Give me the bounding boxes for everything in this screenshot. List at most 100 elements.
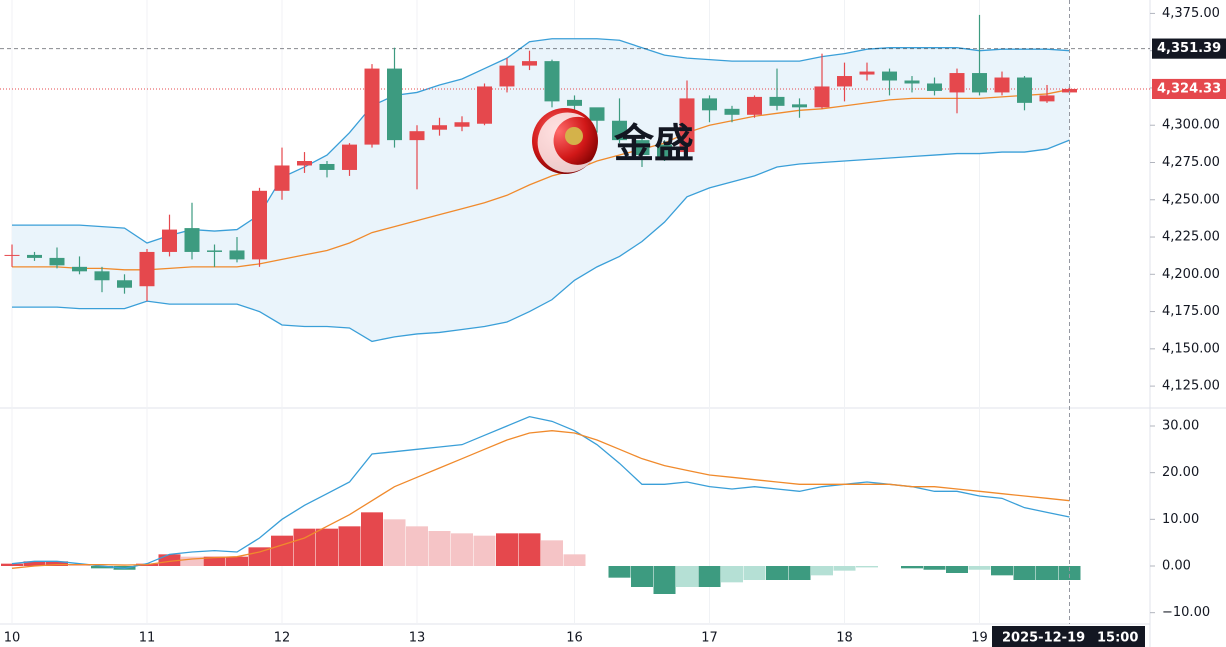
band-fill [12,38,1070,342]
candle-body [319,163,335,170]
candle-body [27,254,42,258]
macd-bar [811,566,833,576]
macd-dea [11,430,1070,569]
x-tick-label: 19 [971,631,988,646]
macd-bar [698,566,721,587]
candle-body [49,257,65,266]
x-tick-label: 11 [139,631,156,646]
logo-dot [565,127,583,145]
macd-bar [563,554,586,566]
candle-body [859,71,875,75]
crosshair-label-bg [992,626,1145,647]
price-label: 4,351.39 [1157,41,1221,56]
y-tick-label: 4,250.00 [1162,192,1220,207]
crosshair-date: 2025-12-19 [1002,631,1085,646]
candle-body [544,61,560,102]
macd-bar [833,566,856,571]
macd-bar [991,566,1013,576]
candle-body [94,271,110,281]
candle-body [432,125,447,130]
candle-body [477,86,492,124]
macd-bar [181,556,203,566]
macd-bar [653,566,676,594]
y-tick-label: 4,125.00 [1162,379,1220,394]
y-tick-label: 4,300.00 [1162,118,1220,133]
x-tick-label: 18 [836,631,853,646]
macd-bar [1058,566,1081,580]
candle-body [297,161,312,166]
macd-bar [946,566,968,573]
y-tick-label: 4,375.00 [1162,6,1220,21]
macd-bar [1036,566,1058,580]
lower-band [12,139,1070,343]
candle-body [274,165,290,191]
macd-bar [743,566,766,580]
macd-bar [923,566,946,570]
candle-body [747,96,762,115]
candle-body [904,80,920,84]
macd-bar [428,531,451,566]
candle-body [814,86,830,108]
candle-body [972,73,987,93]
candle-body [949,73,965,93]
macd-y-tick-label: 30.00 [1162,419,1199,434]
macd-bar [68,564,91,566]
candle-body [162,229,177,252]
price-label: 4,324.33 [1157,81,1221,96]
candle-body [522,61,537,66]
y-tick-label: 4,275.00 [1162,155,1220,170]
candle-body [4,254,20,256]
macd-bar [451,533,473,566]
macd-bar [608,566,631,578]
macd-bar [316,528,338,566]
y-tick-label: 4,150.00 [1162,341,1220,356]
macd-bar [518,533,541,566]
candle-body [994,77,1010,93]
macd-bar [406,526,428,566]
candle-body [792,104,807,108]
watermark-text: 金盛 [613,121,694,167]
candle-body [387,68,402,141]
candle-body [499,65,515,87]
plot [0,0,1150,624]
candle-body [184,228,200,252]
candle-body [882,71,897,81]
candle-body [139,251,155,287]
y-tick-label: 4,200.00 [1162,267,1220,282]
x-tick-label: 13 [409,631,426,646]
candle-body [1062,88,1077,93]
candle-body [229,250,245,260]
macd-bar [968,566,991,570]
macd-bar [226,556,248,566]
macd-bar [721,566,743,583]
candle-body [702,98,717,111]
macd-bar [856,566,878,568]
macd-bar [766,566,788,580]
macd-bar [901,566,923,569]
price-label-bg [1152,78,1226,99]
watermark: 金盛 [532,108,694,174]
macd-bar [361,512,383,566]
x-tick-label: 12 [274,631,291,646]
macd-bar [1013,566,1036,580]
crosshair-time: 15:00 [1097,631,1138,646]
macd-bar [91,566,113,569]
logo-swoosh [537,112,592,173]
macd-y-tick-label: −10.00 [1162,605,1210,620]
macd-bar [23,561,46,566]
macd-bar [541,540,563,566]
macd-bar [338,526,361,566]
macd-bar [631,566,653,587]
candle-body [252,190,267,260]
macd-y-tick-label: 20.00 [1162,465,1199,480]
price-label-bg [1152,38,1226,59]
candle-body [409,131,425,141]
x-tick-label: 10 [4,631,21,646]
candle-body [927,83,942,91]
macd-bar [46,561,68,566]
macd-bar [383,519,406,566]
macd-bar [676,566,698,587]
candle-body [634,140,650,156]
candle-body [837,76,852,87]
